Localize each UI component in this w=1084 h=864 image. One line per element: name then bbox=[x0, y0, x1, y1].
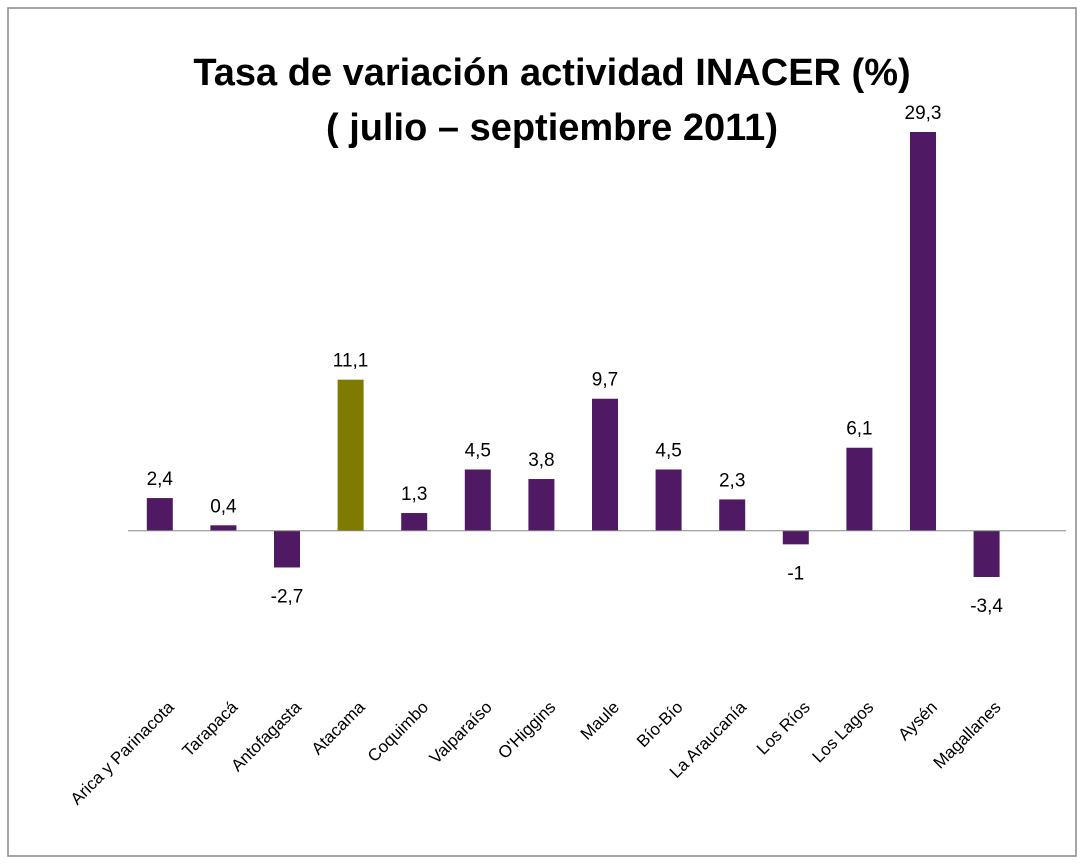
data-label: 9,7 bbox=[592, 370, 618, 391]
data-label: 2,4 bbox=[147, 469, 174, 490]
bar bbox=[782, 530, 809, 545]
data-label: 0,4 bbox=[210, 496, 237, 517]
chart-subtitle: ( julio – septiembre 2011) bbox=[326, 107, 778, 149]
bar bbox=[146, 498, 173, 531]
chart-title: Tasa de variación actividad INACER (%) bbox=[193, 52, 910, 94]
data-label: 11,1 bbox=[333, 351, 369, 372]
bar bbox=[655, 469, 682, 531]
data-label: 1,3 bbox=[401, 484, 427, 505]
bar bbox=[719, 499, 746, 531]
bar bbox=[528, 479, 555, 531]
bar bbox=[274, 530, 300, 568]
data-label: 29,3 bbox=[905, 103, 942, 124]
bar bbox=[337, 379, 364, 531]
bar bbox=[210, 525, 237, 531]
data-label: -2,7 bbox=[271, 586, 304, 607]
bar bbox=[910, 132, 936, 531]
data-label: 3,8 bbox=[528, 450, 554, 471]
data-label: 2,3 bbox=[719, 470, 745, 491]
bar bbox=[592, 398, 618, 531]
bar bbox=[401, 513, 428, 531]
data-label: -3,4 bbox=[970, 596, 1003, 617]
data-label: 4,5 bbox=[655, 441, 681, 462]
bar bbox=[464, 469, 491, 531]
data-label: -1 bbox=[787, 563, 804, 584]
chart-frame bbox=[7, 7, 1077, 857]
bar bbox=[973, 530, 1000, 577]
data-label: 4,5 bbox=[465, 441, 491, 462]
data-label: 6,1 bbox=[846, 419, 872, 440]
bar bbox=[846, 447, 873, 531]
